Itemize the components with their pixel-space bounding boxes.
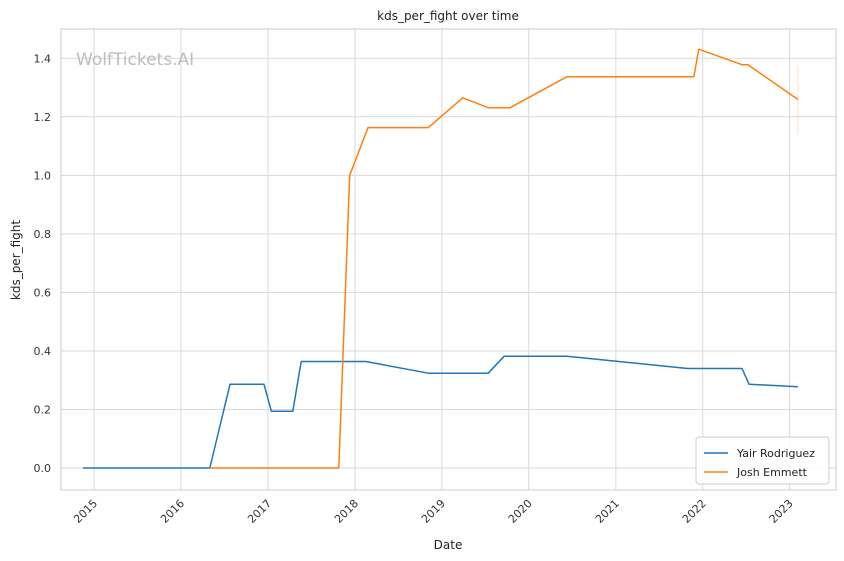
x-tick-label: 2017 [245, 497, 274, 526]
y-tick-label: 0.2 [34, 404, 52, 417]
y-tick-label: 0.6 [34, 286, 52, 299]
y-tick-label: 1.4 [34, 52, 52, 65]
x-tick-label: 2015 [71, 497, 100, 526]
series-line-yair-rodriguez [82, 355, 798, 469]
y-tick-label: 0.8 [34, 228, 52, 241]
series-line-josh-emmett [209, 48, 799, 469]
series-lines [82, 48, 799, 469]
plot-frame [60, 28, 837, 491]
x-tick-label: 2023 [767, 497, 796, 526]
y-tick-label: 1.0 [34, 169, 52, 182]
x-axis-title: Date [434, 538, 463, 552]
legend-box [695, 436, 830, 485]
y-tick-label: 0.0 [34, 462, 52, 475]
x-tick-label: 2019 [419, 497, 448, 526]
watermark: WolfTickets.AI [76, 50, 194, 70]
y-tick-label: 1.2 [34, 111, 52, 124]
legend-label-josh-emmett: Josh Emmett [736, 466, 808, 479]
x-tick-label: 2016 [158, 497, 187, 526]
y-axis-title: kds_per_fight [9, 220, 23, 301]
chart-title: kds_per_fight over time [377, 9, 519, 23]
x-tick-label: 2021 [593, 497, 622, 526]
x-tick-label: 2018 [332, 497, 361, 526]
plot-area [61, 29, 836, 490]
legend-label-yair-rodriguez: Yair Rodriguez [736, 447, 815, 460]
grid-lines [61, 29, 836, 490]
x-tick-label: 2020 [506, 497, 535, 526]
x-tick-label: 2022 [680, 497, 709, 526]
y-tick-label: 0.4 [34, 345, 52, 358]
legend: Yair Rodriguez Josh Emmett [695, 436, 830, 485]
